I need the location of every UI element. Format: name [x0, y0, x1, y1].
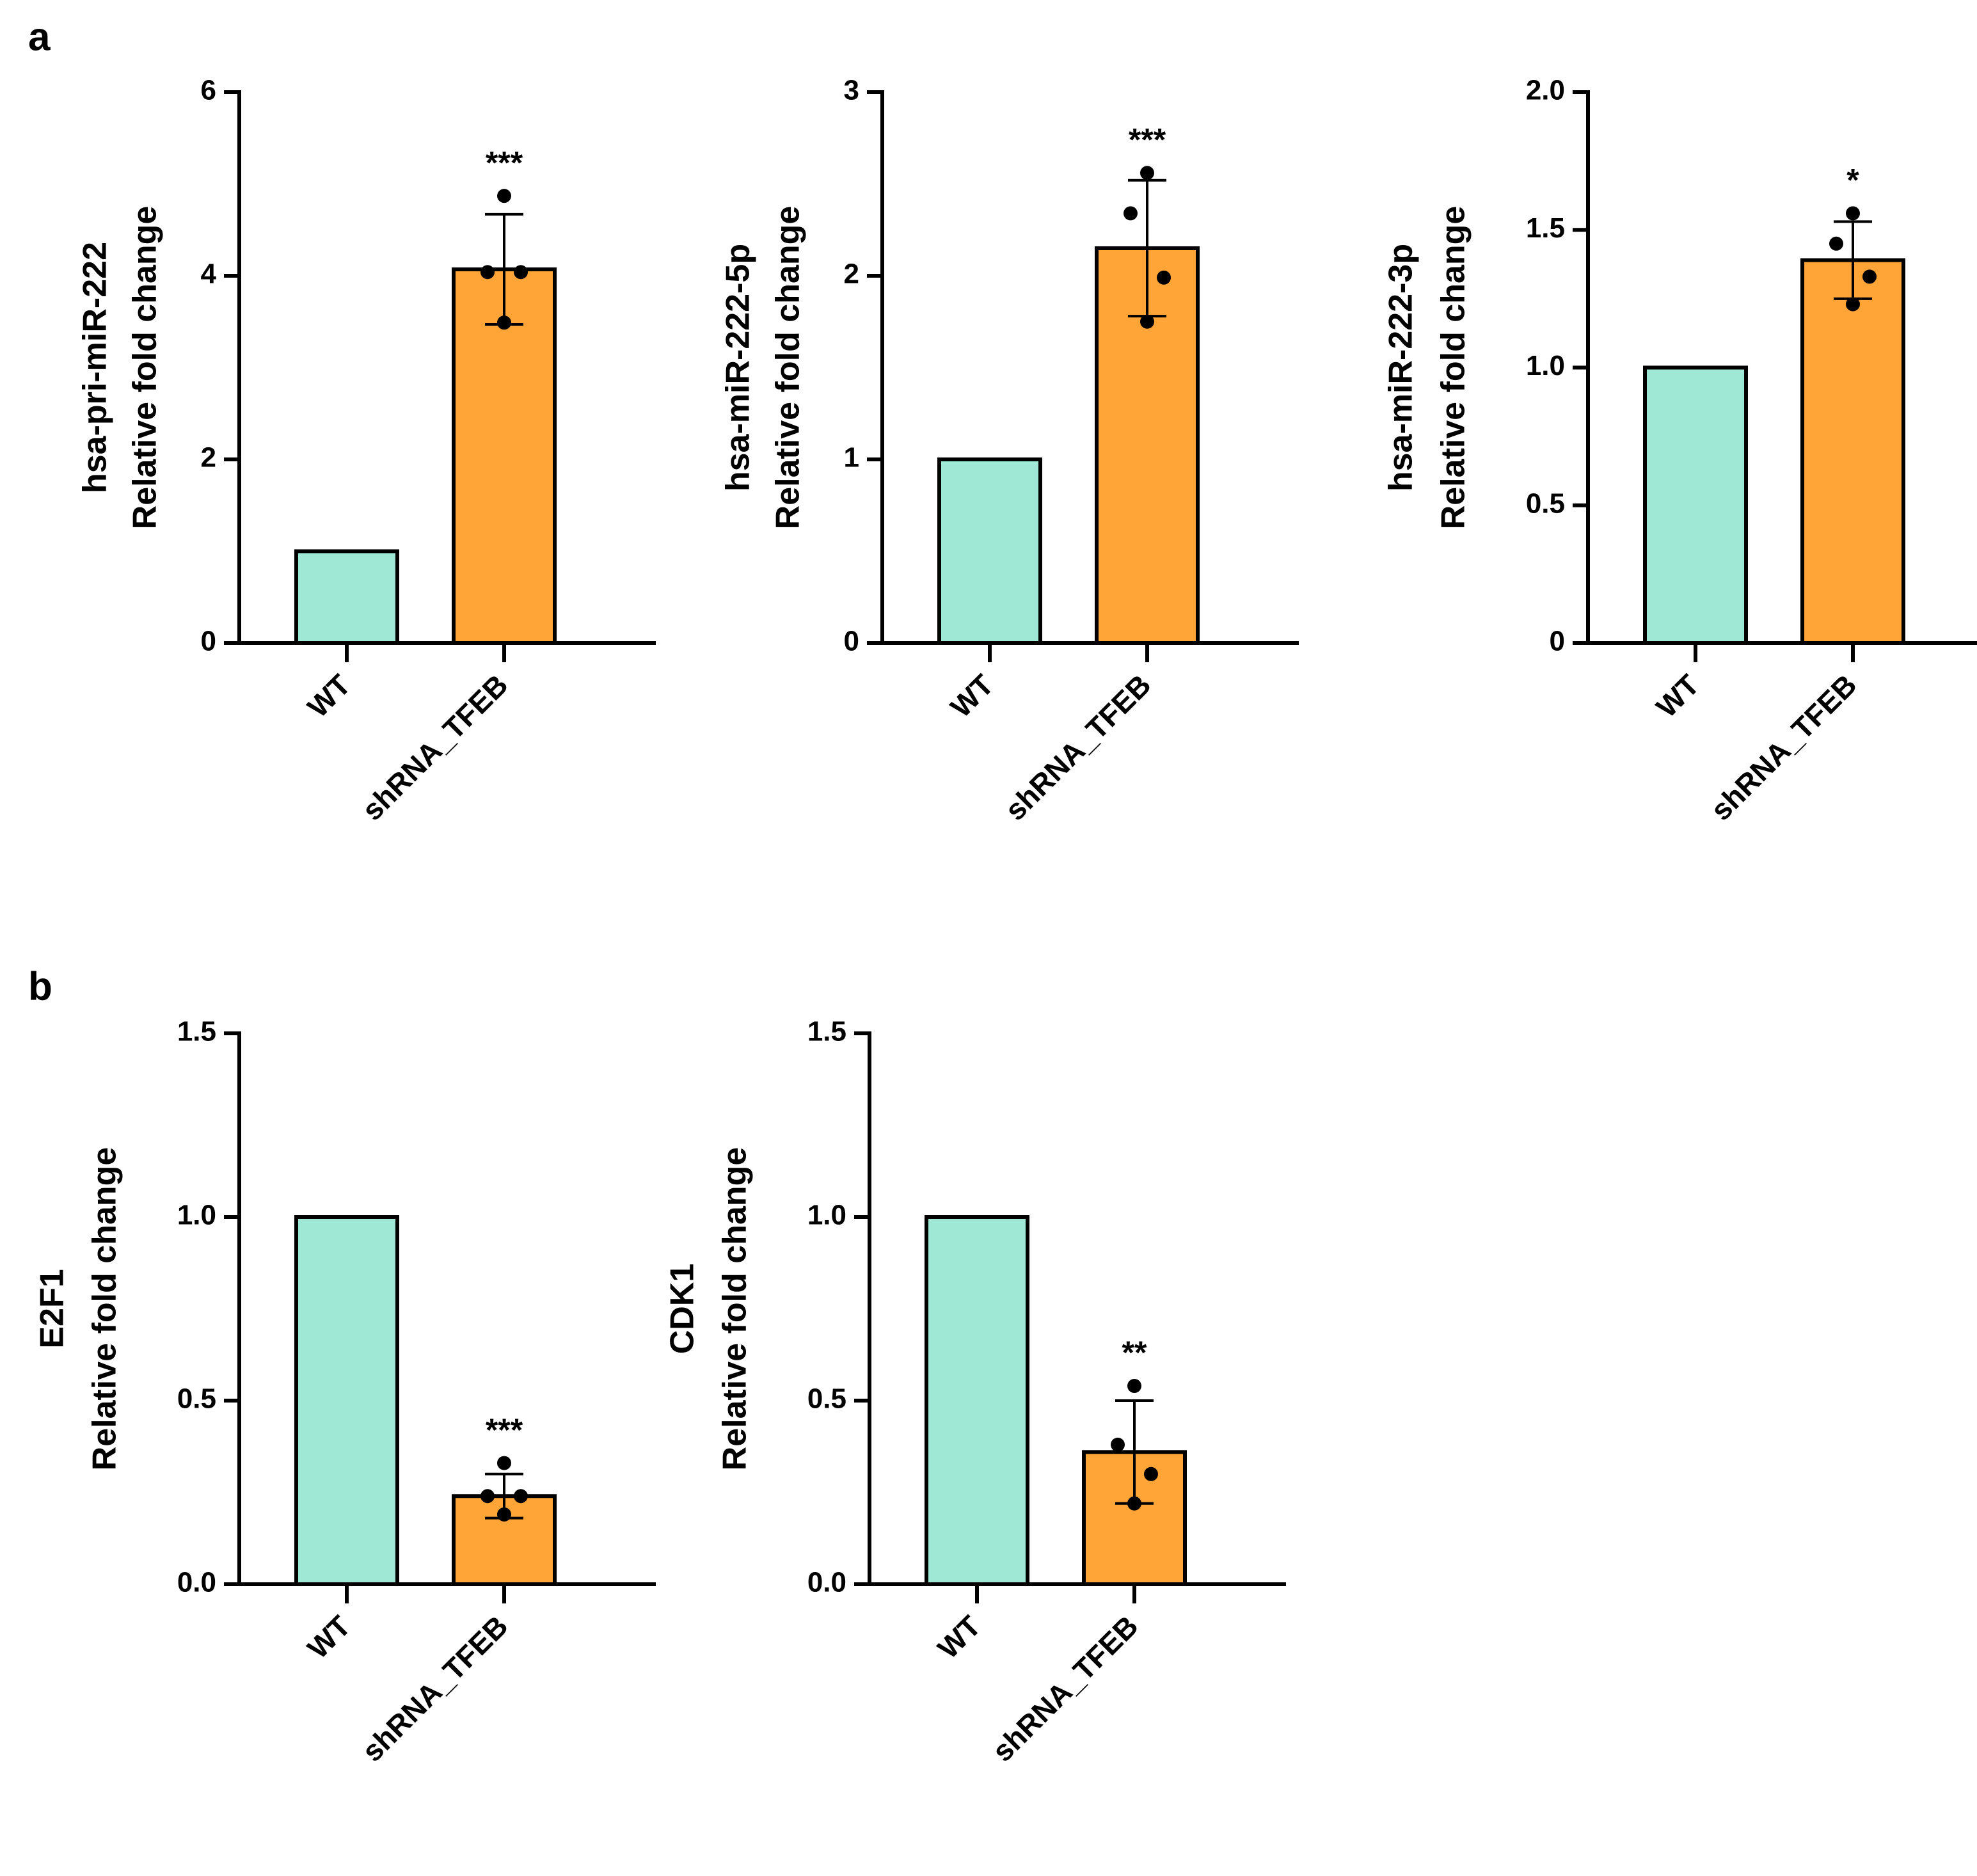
chart: WT *** shRNA_TFEB 0 2 4 6 hsa-pri-miR-222 Relati… [77, 75, 656, 827]
x-tick-label: WT [301, 1609, 356, 1665]
y-tick-label: 0.0 [807, 1567, 846, 1598]
bar [937, 457, 1042, 645]
significance: * [1846, 163, 1859, 198]
data-point [497, 1507, 511, 1522]
y-axis-label: hsa-miR-222-5p [720, 244, 757, 491]
x-tick-label: WT [944, 668, 999, 724]
y-tick-label: 0.0 [177, 1567, 216, 1598]
x-tick-label: WT [1649, 668, 1705, 724]
data-point [1140, 166, 1154, 180]
y-tick-label: 2 [844, 258, 859, 290]
y-tick-label: 4 [201, 258, 217, 290]
x-tick-label: shRNA_TFEB [355, 668, 514, 827]
x-tick-label: WT [931, 1609, 987, 1665]
chart: WT *** shRNA_TFEB 0 1 2 3 hsa-miR-222-5p Relativ… [720, 75, 1299, 827]
x-tick-label: shRNA_TFEB [355, 1609, 514, 1768]
data-point [497, 315, 511, 330]
data-point [497, 189, 511, 203]
y-axis-label: Relative fold change [1435, 206, 1472, 530]
data-point [1829, 236, 1843, 251]
data-point [1127, 1496, 1141, 1511]
y-axis-label: Relative fold change [770, 206, 807, 530]
data-point [480, 1489, 495, 1504]
y-tick-label: 0.5 [1526, 488, 1565, 519]
y-axis-label: Relative fold change [717, 1147, 754, 1471]
panel-label: b [28, 964, 52, 1008]
y-tick-label: 3 [844, 75, 859, 106]
y-tick-label: 1.5 [1526, 212, 1565, 244]
bar [1643, 365, 1748, 645]
data-point [1846, 206, 1860, 221]
data-point [1127, 1379, 1141, 1394]
y-tick-label: 1.5 [807, 1016, 846, 1047]
y-axis-label: CDK1 [664, 1264, 701, 1355]
data-point [497, 1456, 511, 1470]
y-axis-label: Relative fold change [127, 206, 164, 530]
y-tick-label: 1.0 [177, 1200, 216, 1231]
bar [1800, 258, 1905, 646]
y-tick-label: 2.0 [1526, 75, 1565, 106]
data-point [1144, 1467, 1158, 1481]
y-axis-label: hsa-pri-miR-222 [77, 242, 114, 493]
y-tick-label: 1.5 [177, 1016, 216, 1047]
y-tick-label: 1.0 [807, 1200, 846, 1231]
bar [294, 549, 399, 645]
significance: *** [486, 1412, 523, 1448]
panel-label: a [28, 15, 51, 59]
chart: WT *** shRNA_TFEB 0.0 0.5 1.0 1.5 E2F1 Relative … [34, 1016, 656, 1768]
x-tick-label: WT [301, 668, 356, 724]
y-tick-label: 2 [201, 442, 216, 473]
chart: WT ** shRNA_TFEB 0.0 0.5 1.0 1.5 CDK1 Relative f… [664, 1016, 1286, 1768]
data-point [1157, 270, 1171, 285]
data-point [1123, 206, 1138, 221]
x-tick-label: shRNA_TFEB [998, 668, 1157, 827]
bar [925, 1215, 1029, 1586]
significance: *** [486, 145, 523, 180]
y-axis-label: hsa-miR-222-3p [1383, 244, 1420, 491]
y-tick-label: 1 [844, 442, 859, 473]
y-axis-label: Relative fold change [86, 1147, 123, 1471]
bar [294, 1215, 399, 1586]
y-tick-label: 0 [844, 626, 859, 657]
chart: WT * shRNA_TFEB 0 0.5 1.0 1.5 2.0 hsa-miR-222-3p… [1383, 75, 1977, 827]
data-point [1862, 269, 1877, 284]
data-point [1140, 314, 1154, 329]
y-tick-label: 0.5 [807, 1383, 846, 1415]
x-tick-label: shRNA_TFEB [985, 1609, 1144, 1768]
y-tick-label: 0 [1550, 626, 1565, 657]
data-point [1111, 1437, 1125, 1452]
significance: ** [1122, 1335, 1147, 1371]
data-point [514, 265, 528, 280]
data-point [514, 1489, 528, 1504]
y-tick-label: 0 [201, 626, 216, 657]
y-axis-label: E2F1 [34, 1269, 71, 1348]
data-point [480, 265, 495, 280]
y-tick-label: 1.0 [1526, 350, 1565, 381]
y-tick-label: 0.5 [177, 1383, 216, 1415]
x-tick-label: shRNA_TFEB [1704, 668, 1862, 827]
significance: *** [1129, 122, 1166, 157]
data-point [1846, 297, 1860, 312]
y-tick-label: 6 [201, 75, 216, 106]
